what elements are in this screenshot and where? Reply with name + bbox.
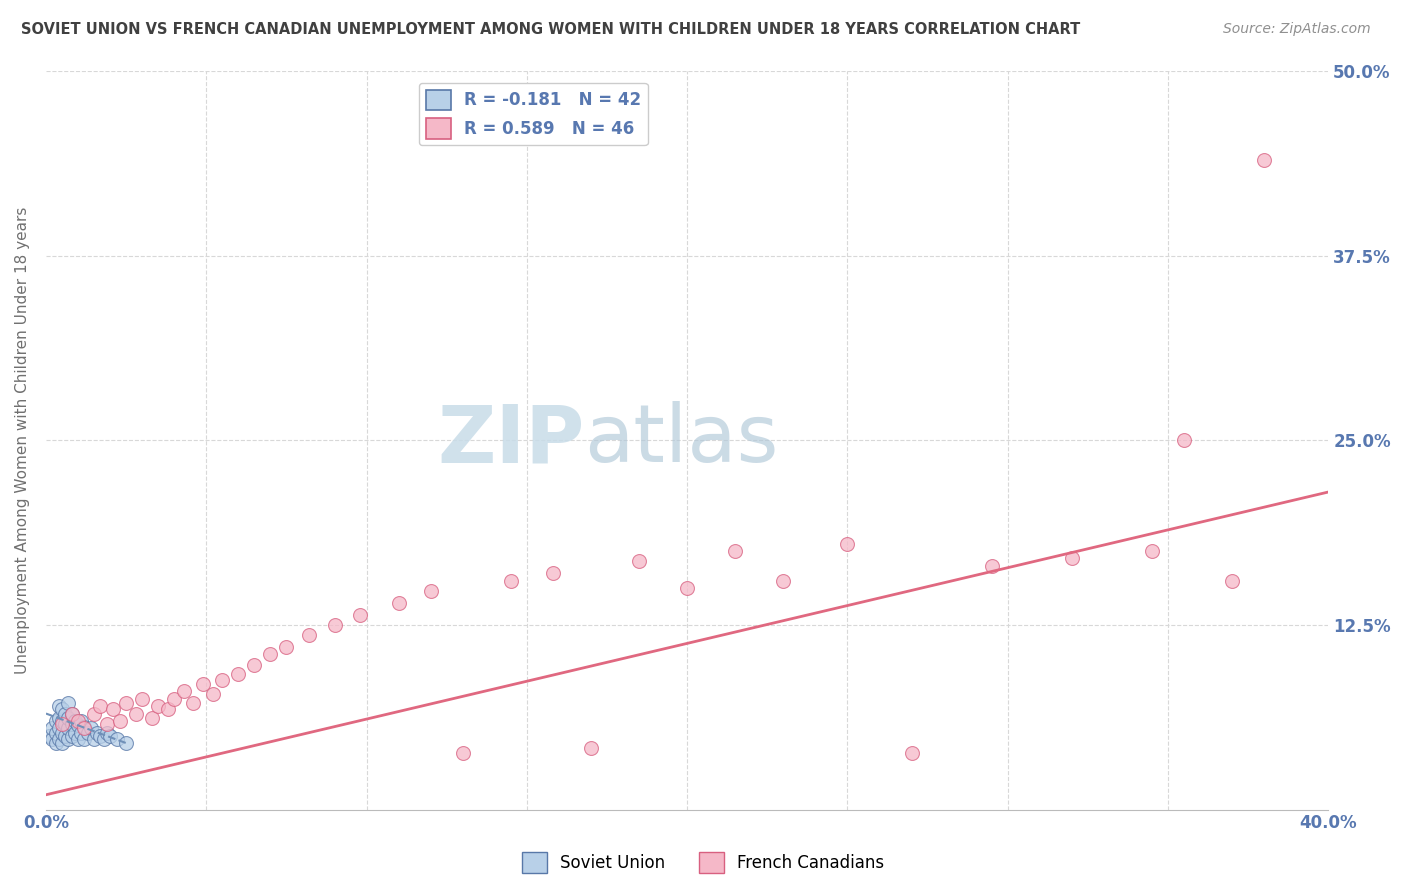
Point bbox=[388, 596, 411, 610]
Point bbox=[51, 717, 73, 731]
Point bbox=[156, 702, 179, 716]
Point bbox=[51, 725, 73, 739]
Point bbox=[63, 725, 86, 739]
Point bbox=[201, 687, 224, 701]
Point bbox=[89, 699, 111, 714]
Point bbox=[98, 729, 121, 743]
Point bbox=[58, 711, 80, 725]
Point bbox=[243, 657, 266, 672]
Point bbox=[191, 677, 214, 691]
Point bbox=[1220, 574, 1243, 588]
Point bbox=[980, 558, 1002, 573]
Point bbox=[63, 714, 86, 728]
Point bbox=[141, 711, 163, 725]
Legend: R = -0.181   N = 42, R = 0.589   N = 46: R = -0.181 N = 42, R = 0.589 N = 46 bbox=[419, 83, 648, 145]
Point bbox=[48, 731, 70, 746]
Point bbox=[45, 714, 67, 728]
Point bbox=[276, 640, 298, 654]
Point bbox=[60, 729, 83, 743]
Point bbox=[96, 725, 118, 739]
Point bbox=[724, 544, 747, 558]
Point bbox=[41, 721, 63, 735]
Point bbox=[772, 574, 794, 588]
Point bbox=[89, 729, 111, 743]
Point bbox=[66, 718, 89, 732]
Legend: Soviet Union, French Canadians: Soviet Union, French Canadians bbox=[515, 846, 891, 880]
Point bbox=[115, 736, 138, 750]
Point bbox=[51, 736, 73, 750]
Point bbox=[1060, 551, 1083, 566]
Point bbox=[60, 706, 83, 721]
Point bbox=[1140, 544, 1163, 558]
Point bbox=[419, 583, 441, 598]
Point bbox=[66, 731, 89, 746]
Point bbox=[66, 714, 89, 728]
Point bbox=[58, 721, 80, 735]
Point bbox=[48, 699, 70, 714]
Point bbox=[93, 731, 115, 746]
Point bbox=[173, 684, 195, 698]
Point bbox=[900, 747, 922, 761]
Point bbox=[73, 731, 96, 746]
Point bbox=[51, 702, 73, 716]
Point bbox=[1253, 153, 1275, 167]
Point bbox=[83, 731, 105, 746]
Point bbox=[58, 696, 80, 710]
Text: SOVIET UNION VS FRENCH CANADIAN UNEMPLOYMENT AMONG WOMEN WITH CHILDREN UNDER 18 : SOVIET UNION VS FRENCH CANADIAN UNEMPLOY… bbox=[21, 22, 1080, 37]
Point bbox=[70, 725, 93, 739]
Point bbox=[48, 711, 70, 725]
Point bbox=[837, 537, 859, 551]
Text: ZIP: ZIP bbox=[437, 401, 585, 479]
Point bbox=[228, 666, 250, 681]
Point bbox=[80, 721, 103, 735]
Y-axis label: Unemployment Among Women with Children Under 18 years: Unemployment Among Women with Children U… bbox=[15, 207, 30, 674]
Point bbox=[541, 566, 564, 581]
Point bbox=[73, 721, 96, 735]
Point bbox=[298, 628, 321, 642]
Point bbox=[51, 714, 73, 728]
Point bbox=[259, 648, 281, 662]
Point bbox=[105, 731, 128, 746]
Point bbox=[45, 736, 67, 750]
Point bbox=[60, 706, 83, 721]
Point bbox=[676, 581, 699, 595]
Point bbox=[628, 554, 651, 568]
Point bbox=[60, 717, 83, 731]
Point bbox=[96, 717, 118, 731]
Point bbox=[349, 607, 371, 622]
Point bbox=[53, 729, 76, 743]
Text: atlas: atlas bbox=[585, 401, 779, 479]
Point bbox=[103, 702, 125, 716]
Point bbox=[451, 747, 474, 761]
Point bbox=[73, 720, 96, 734]
Point bbox=[53, 706, 76, 721]
Point bbox=[183, 696, 205, 710]
Point bbox=[125, 706, 148, 721]
Point bbox=[163, 691, 186, 706]
Point bbox=[48, 721, 70, 735]
Point bbox=[323, 618, 346, 632]
Text: Source: ZipAtlas.com: Source: ZipAtlas.com bbox=[1223, 22, 1371, 37]
Point bbox=[76, 725, 98, 739]
Point bbox=[131, 691, 153, 706]
Point bbox=[108, 714, 131, 728]
Point bbox=[211, 673, 233, 687]
Point bbox=[45, 725, 67, 739]
Point bbox=[499, 574, 522, 588]
Point bbox=[70, 714, 93, 728]
Point bbox=[41, 731, 63, 746]
Point bbox=[83, 706, 105, 721]
Point bbox=[86, 725, 108, 739]
Point bbox=[58, 731, 80, 746]
Point bbox=[115, 696, 138, 710]
Point bbox=[148, 699, 170, 714]
Point bbox=[53, 717, 76, 731]
Point bbox=[1173, 434, 1195, 448]
Point bbox=[579, 740, 602, 755]
Point bbox=[38, 729, 60, 743]
